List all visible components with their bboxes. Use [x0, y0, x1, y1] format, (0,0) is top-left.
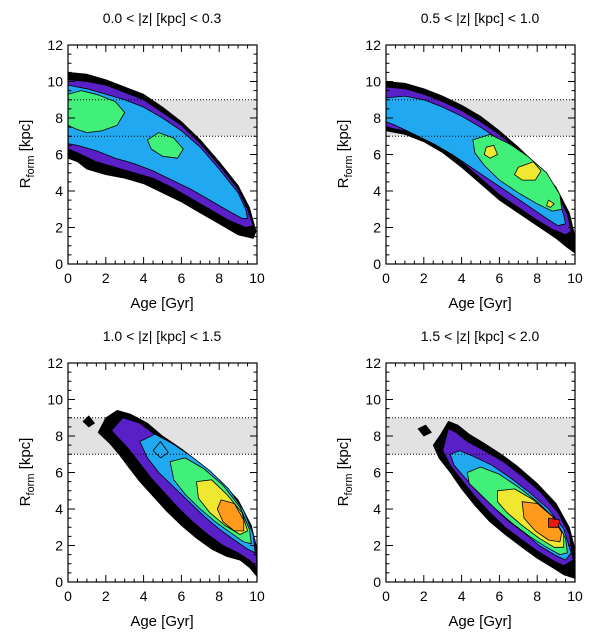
y-tick-label: 8 — [373, 110, 381, 126]
plot-area: 0 2 4 6 8 10 0 2 4 6 8 10 12 — [365, 355, 583, 604]
y-tick-label: 10 — [365, 392, 381, 408]
y-tick-label: 10 — [47, 74, 63, 90]
y-tick-label: 6 — [373, 147, 381, 163]
panel-title: 1.0 < |z| [kpc] < 1.5 — [103, 328, 222, 344]
y-axis-label-unit: [kpc] — [335, 438, 352, 474]
contour-level-red — [548, 517, 561, 528]
plot-clip-group — [68, 72, 257, 239]
y-tick-label: 8 — [373, 428, 381, 444]
plot-clip-group — [386, 81, 575, 254]
contour-level-black — [417, 424, 432, 437]
y-tick-label: 4 — [55, 183, 63, 199]
x-tick-label: 4 — [458, 588, 466, 604]
y-axis-label-sub: form — [25, 474, 37, 496]
x-tick-label: 8 — [533, 270, 541, 286]
y-tick-label: 12 — [47, 355, 63, 371]
y-tick-label: 10 — [365, 74, 381, 90]
x-tick-label: 0 — [64, 270, 72, 286]
x-axis-label: Age [Gyr] — [130, 613, 193, 630]
y-tick-label: 6 — [55, 147, 63, 163]
y-tick-label: 2 — [55, 538, 63, 554]
y-axis-label-main: R — [335, 177, 352, 188]
x-tick-label: 4 — [140, 270, 148, 286]
x-tick-label: 6 — [496, 270, 504, 286]
panel-title: 1.5 < |z| [kpc] < 2.0 — [421, 328, 540, 344]
y-axis-label-unit: [kpc] — [17, 438, 34, 474]
y-axis-label: Rform [kpc] — [335, 120, 355, 189]
panel-bottom-right: 1.5 < |z| [kpc] < 2.0 0 2 4 6 8 10 0 2 4 6 8 10 12 A… — [335, 328, 583, 630]
y-tick-label: 8 — [55, 428, 63, 444]
x-tick-label: 0 — [64, 588, 72, 604]
panel-title: 0.0 < |z| [kpc] < 0.3 — [103, 10, 222, 26]
y-tick-label: 2 — [373, 220, 381, 236]
y-axis-label-sub: form — [343, 156, 355, 178]
y-axis-label-main: R — [17, 495, 34, 506]
contour-level-orange — [216, 499, 245, 532]
y-tick-label: 4 — [55, 501, 63, 517]
y-tick-label: 2 — [373, 538, 381, 554]
y-tick-label: 12 — [365, 355, 381, 371]
plot-area: 0 2 4 6 8 10 0 2 4 6 8 10 12 — [47, 37, 265, 286]
x-tick-label: 10 — [567, 588, 583, 604]
y-axis-label: Rform [kpc] — [17, 120, 37, 189]
y-axis-label: Rform [kpc] — [335, 438, 355, 507]
x-axis-label: Age [Gyr] — [448, 295, 511, 312]
x-tick-label: 4 — [458, 270, 466, 286]
contour-level-yellow — [546, 199, 555, 208]
x-tick-label: 2 — [102, 588, 110, 604]
x-tick-label: 2 — [420, 270, 428, 286]
x-tick-label: 6 — [178, 588, 186, 604]
plot-clip-group — [68, 410, 257, 577]
x-tick-label: 0 — [382, 588, 390, 604]
contour-level-yellow — [514, 161, 542, 181]
plot-area: 0 2 4 6 8 10 0 2 4 6 8 10 12 — [47, 355, 265, 604]
x-tick-label: 10 — [249, 588, 265, 604]
y-tick-label: 2 — [55, 220, 63, 236]
x-axis-label: Age [Gyr] — [130, 295, 193, 312]
y-tick-label: 0 — [373, 256, 381, 272]
y-axis-label-unit: [kpc] — [335, 120, 352, 156]
y-tick-label: 8 — [55, 110, 63, 126]
x-tick-label: 0 — [382, 270, 390, 286]
y-tick-label: 0 — [373, 574, 381, 590]
panel-bottom-left: 1.0 < |z| [kpc] < 1.5 0 2 4 6 8 10 0 2 4 6 8 10 12 A… — [17, 328, 265, 630]
y-tick-label: 12 — [47, 37, 63, 53]
panel-title: 0.5 < |z| [kpc] < 1.0 — [421, 10, 540, 26]
y-axis-label-unit: [kpc] — [17, 120, 34, 156]
x-tick-label: 8 — [533, 588, 541, 604]
plot-area: 0 2 4 6 8 10 0 2 4 6 8 10 12 — [365, 37, 583, 286]
y-axis-label-main: R — [17, 177, 34, 188]
contour-level-green — [147, 132, 184, 159]
y-tick-label: 6 — [55, 465, 63, 481]
y-tick-label: 4 — [373, 501, 381, 517]
y-tick-label: 0 — [55, 256, 63, 272]
contour-level-yellow — [483, 145, 498, 159]
y-axis-label-main: R — [335, 495, 352, 506]
y-axis-label-sub: form — [343, 474, 355, 496]
plot-clip-group — [386, 417, 575, 579]
contour-level-green — [68, 90, 126, 133]
x-tick-label: 4 — [140, 588, 148, 604]
x-tick-label: 8 — [215, 588, 223, 604]
x-tick-label: 8 — [215, 270, 223, 286]
x-tick-label: 10 — [249, 270, 265, 286]
y-axis-label-sub: form — [25, 156, 37, 178]
y-tick-label: 4 — [373, 183, 381, 199]
panel-top-left: 0.0 < |z| [kpc] < 0.3 0 2 4 6 8 10 0 2 4 6 8 10 12 A… — [17, 10, 265, 312]
y-tick-label: 10 — [47, 392, 63, 408]
y-tick-label: 0 — [55, 574, 63, 590]
x-tick-label: 6 — [178, 270, 186, 286]
y-tick-label: 12 — [365, 37, 381, 53]
panel-top-right: 0.5 < |z| [kpc] < 1.0 0 2 4 6 8 10 0 2 4 6 8 10 12 A… — [335, 10, 583, 312]
y-tick-label: 6 — [373, 465, 381, 481]
x-tick-label: 2 — [420, 588, 428, 604]
x-tick-label: 2 — [102, 270, 110, 286]
y-axis-label: Rform [kpc] — [17, 438, 37, 507]
x-tick-label: 10 — [567, 270, 583, 286]
contour-level-orange — [521, 501, 563, 543]
x-axis-label: Age [Gyr] — [448, 613, 511, 630]
x-tick-label: 6 — [496, 588, 504, 604]
